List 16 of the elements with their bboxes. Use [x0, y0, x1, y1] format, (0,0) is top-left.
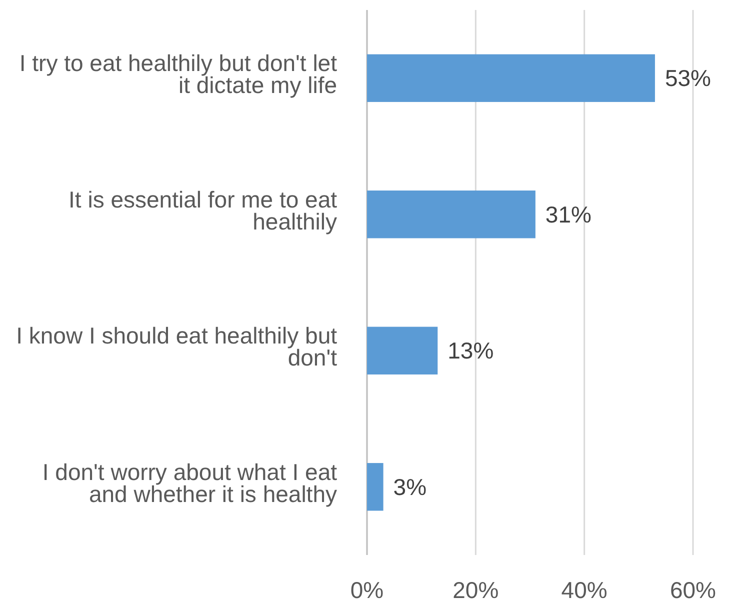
x-tick-label: 0% — [350, 577, 384, 603]
y-tick-label: I know I should eat healthily but don't — [16, 322, 338, 371]
bar — [367, 463, 384, 511]
bar — [367, 54, 655, 102]
data-label: 3% — [393, 474, 427, 500]
y-tick-label: It is essential for me to eat healthily — [68, 186, 338, 234]
x-tick-label: 20% — [452, 577, 499, 603]
data-label: 31% — [545, 201, 592, 228]
y-tick-label: I don't worry about what I eat and whether it is healthy — [42, 458, 338, 507]
data-label: 53% — [664, 65, 712, 92]
x-tick-label: 40% — [561, 577, 608, 603]
bar — [367, 190, 536, 238]
y-tick-label: I try to eat healthily but don't let it dictate my life — [19, 50, 338, 98]
bar — [367, 326, 438, 374]
x-tick-label: 60% — [670, 577, 716, 603]
data-label: 13% — [448, 338, 494, 364]
